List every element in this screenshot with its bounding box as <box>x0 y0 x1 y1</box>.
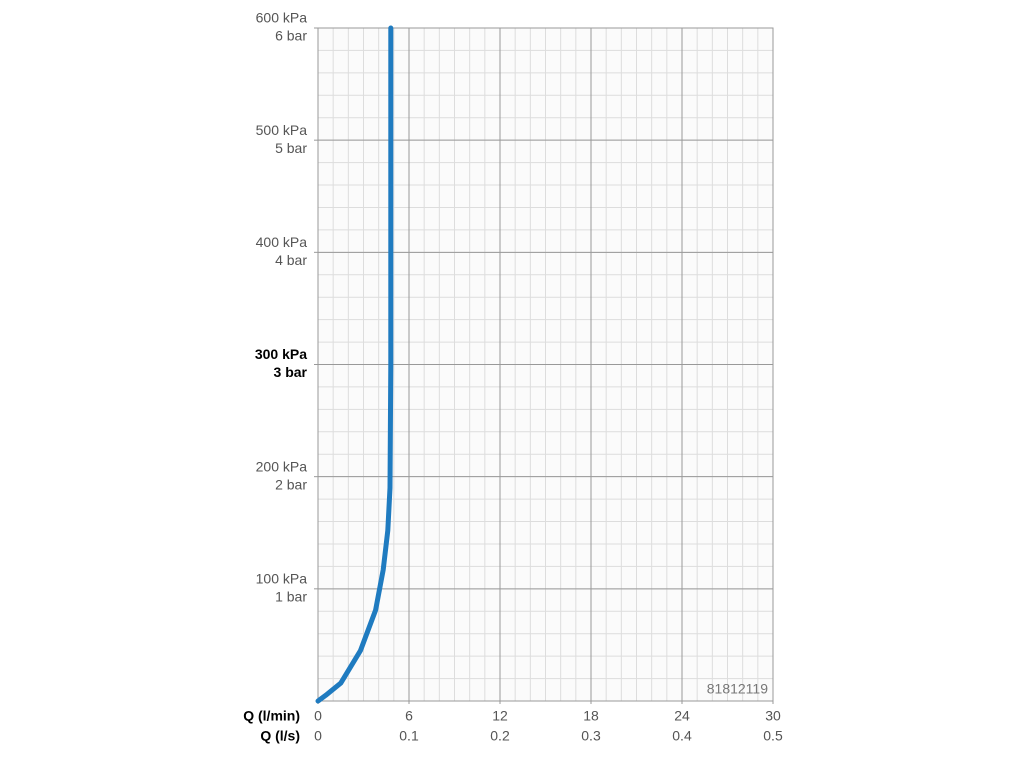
x-tick-label: 6 <box>405 708 413 724</box>
y-tick-label: 400 kPa <box>256 234 308 250</box>
y2-tick-label: 5 bar <box>275 140 307 156</box>
x-tick-label: 24 <box>674 708 690 724</box>
x2-tick-label: 0.3 <box>581 728 601 744</box>
x2-tick-label: 0.1 <box>399 728 419 744</box>
y2-tick-label: 4 bar <box>275 252 307 268</box>
x-tick-label: 30 <box>765 708 781 724</box>
x2-tick-label: 0 <box>314 728 322 744</box>
x-axis-label: Q (l/min) <box>243 708 300 724</box>
y-tick-label: 600 kPa <box>256 10 308 26</box>
y2-tick-label: 2 bar <box>275 476 307 492</box>
y-tick-label: 200 kPa <box>256 458 308 474</box>
annotation: 81812119 <box>707 681 768 697</box>
x2-axis-label: Q (l/s) <box>260 728 300 744</box>
x2-tick-label: 0.5 <box>763 728 783 744</box>
y2-tick-label: 3 bar <box>274 364 308 380</box>
x-tick-label: 12 <box>492 708 508 724</box>
x2-tick-label: 0.2 <box>490 728 510 744</box>
pressure-flow-curve <box>315 25 394 704</box>
y2-tick-label: 1 bar <box>275 589 307 605</box>
y-tick-label: 500 kPa <box>256 122 308 138</box>
x2-tick-label: 0.4 <box>672 728 692 744</box>
x-tick-label: 0 <box>314 708 322 724</box>
plot-frame <box>317 27 774 702</box>
y2-tick-label: 6 bar <box>275 28 307 44</box>
y-tick-label: 100 kPa <box>256 571 308 587</box>
y-tick-label: 300 kPa <box>255 346 307 362</box>
x-tick-label: 18 <box>583 708 599 724</box>
